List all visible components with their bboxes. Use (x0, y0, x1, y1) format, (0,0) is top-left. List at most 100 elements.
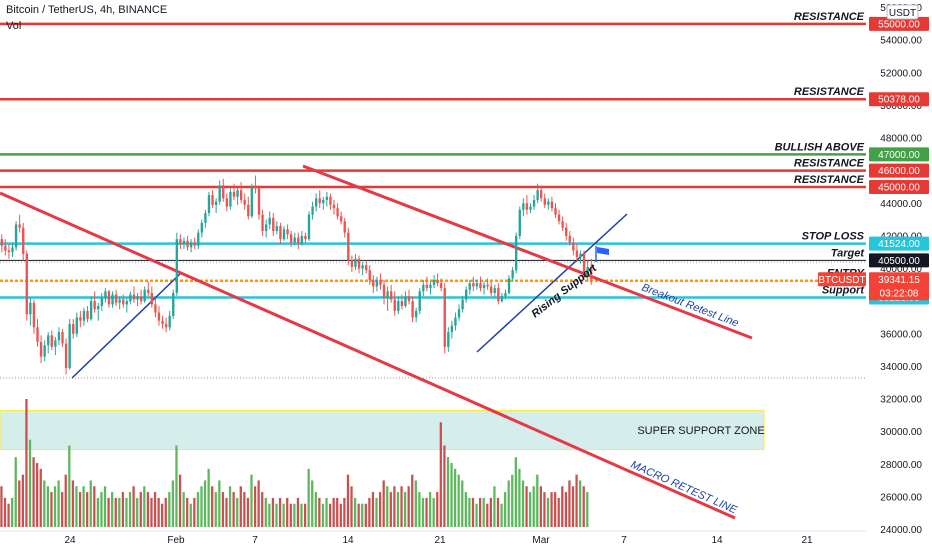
volume-bar (186, 497, 189, 527)
volume-bar (211, 486, 214, 527)
candle-body (182, 240, 186, 245)
candle-body (222, 185, 225, 199)
candle-body (500, 296, 504, 302)
candle-body (261, 214, 264, 231)
volume-bar (296, 497, 300, 527)
candle-body (386, 291, 389, 298)
volume-bar (203, 480, 207, 527)
candle-body (536, 190, 539, 200)
volume-bar (293, 503, 296, 527)
volume-bar (571, 486, 575, 527)
volume-bar (128, 492, 132, 527)
candle-body (129, 294, 132, 302)
candle-body (393, 299, 396, 311)
time-axis[interactable]: 24 Feb 7 14 21 Mar 7 14 21 (0, 530, 866, 546)
rising-support-left[interactable] (71, 273, 181, 379)
volume-bar (393, 486, 396, 527)
volume-bar (286, 497, 289, 527)
currency-badge[interactable]: USDT (886, 4, 919, 20)
volume-bar (375, 497, 378, 527)
candle-body (389, 291, 393, 300)
volume-bar (371, 492, 375, 527)
candle-body (214, 201, 218, 205)
x-tick-label: 24 (64, 535, 76, 546)
candle-body (447, 332, 450, 347)
volume-bar (28, 439, 32, 527)
candle-body (436, 279, 439, 284)
y-tick-label: 34000.00 (880, 362, 922, 373)
volume-bar (196, 492, 200, 527)
breakout-retest-line[interactable] (302, 164, 753, 340)
volume-bar (250, 474, 253, 527)
volume-bar (75, 486, 78, 527)
super-support-zone[interactable]: SUPER SUPPORT ZONE (0, 409, 765, 451)
candle-body (186, 240, 189, 248)
candle-body (132, 294, 136, 300)
volume-bar (389, 492, 392, 527)
current-price-tag (869, 272, 929, 301)
candle-body (547, 201, 550, 205)
candle-body (39, 341, 43, 357)
candle-body (368, 270, 371, 280)
price-axis[interactable]: 56000.0054000.0052000.0050000.0048000.00… (818, 0, 932, 550)
rising-support-main[interactable] (476, 213, 628, 353)
price-tag (869, 179, 929, 194)
volume-bar (268, 503, 271, 527)
candle-body (114, 294, 118, 303)
candle-body (343, 221, 346, 233)
candle-body (164, 323, 168, 328)
y-tick-label: 28000.00 (880, 460, 922, 471)
candle-body (586, 266, 589, 277)
candle-body (382, 284, 386, 298)
volume-bar (457, 474, 460, 527)
candle-body (490, 286, 493, 293)
volume-bar (418, 492, 421, 527)
candle-body (232, 191, 236, 197)
candle-body (479, 283, 482, 289)
candle-body (218, 185, 221, 202)
volume-bar (550, 492, 553, 527)
candle-body (82, 310, 86, 321)
candle-body (518, 209, 521, 236)
volume-bar (171, 480, 175, 527)
volume-bar (546, 497, 550, 527)
candle-body (522, 203, 525, 210)
candle-body (568, 235, 571, 243)
candle-body (339, 216, 343, 222)
candle-body (25, 253, 28, 315)
candle-body (464, 289, 468, 300)
volume-bar (239, 486, 242, 527)
volume-bar (107, 497, 110, 527)
candle-body (304, 235, 307, 240)
price-line-label: RESISTANCE (794, 158, 865, 170)
candle-body (532, 199, 536, 207)
volume-bar (93, 486, 96, 527)
price-tag-text: 46000.00 (878, 166, 920, 177)
y-tick-label: 50000.00 (880, 101, 922, 112)
candle-body (86, 310, 89, 320)
candle-body (200, 222, 204, 233)
volume-bar (407, 486, 410, 527)
volume-bar (386, 486, 389, 527)
volume-bar (3, 497, 7, 527)
candle-body (136, 296, 139, 300)
volume-bar (289, 503, 292, 527)
volume-bar (253, 486, 257, 527)
y-tick-label: 48000.00 (880, 134, 922, 145)
candle-body (72, 323, 75, 334)
position-marker[interactable] (595, 246, 609, 262)
volume-bar (403, 492, 407, 527)
candle-body (482, 284, 486, 289)
volume-label: Vol (6, 20, 22, 32)
candle-body (111, 294, 114, 305)
macro-retest-line[interactable] (0, 191, 736, 520)
candle-body (272, 217, 275, 231)
x-tick-label: 21 (801, 535, 813, 546)
price-tag (869, 16, 929, 31)
volume-bar (318, 497, 321, 527)
candle-body (89, 301, 93, 320)
candle-body (507, 278, 511, 293)
volume-bar (303, 503, 307, 527)
candle-body (264, 224, 268, 231)
